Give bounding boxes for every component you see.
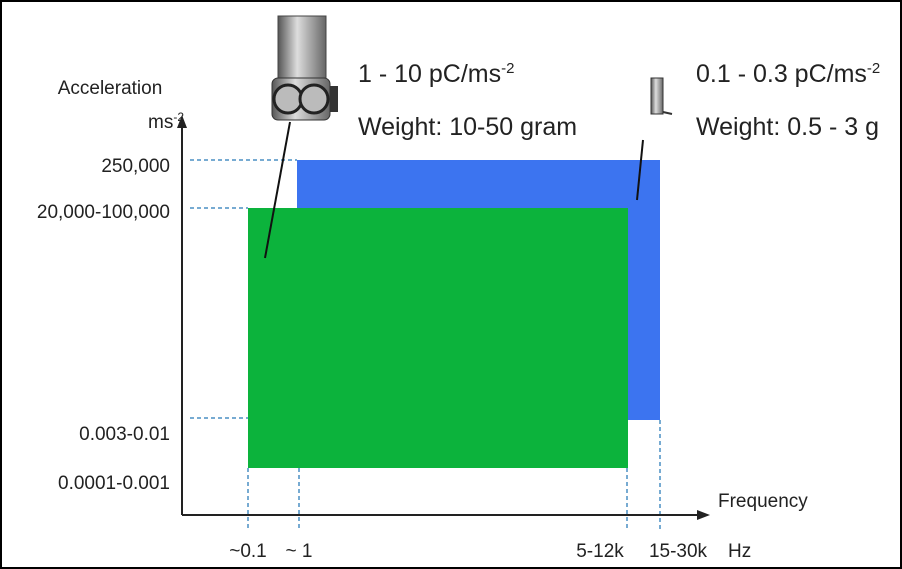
y-level: 0.003-0.01 <box>79 424 170 445</box>
sensitivity: 0.1 - 0.3 pC/ms-2 <box>696 60 880 88</box>
sensitivity-sup: -2 <box>867 60 880 77</box>
large-sensor-range <box>248 208 628 468</box>
x-level: 15-30k <box>649 541 708 562</box>
x-axis-title: Frequency <box>718 491 808 512</box>
diagram: Acceleration ms-2 250,000 20,000-100,000… <box>0 0 902 569</box>
weight: Weight: 0.5 - 3 g <box>696 113 879 141</box>
y-level: 0.0001-0.001 <box>58 473 170 494</box>
x-axis-unit: Hz <box>728 541 751 562</box>
y-level: 250,000 <box>101 156 170 177</box>
unit-sup: -2 <box>173 110 184 124</box>
x-level: 5-12k <box>576 541 624 562</box>
sensitivity-text: 1 - 10 pC/ms <box>358 60 501 88</box>
x-level: ~ 1 <box>286 541 313 562</box>
sensitivity-text: 0.1 - 0.3 pC/ms <box>696 60 867 88</box>
y-level: 20,000-100,000 <box>37 202 170 223</box>
y-axis-title: Acceleration <box>58 78 163 99</box>
sensitivity-sup: -2 <box>501 60 514 77</box>
unit: ms <box>148 112 173 133</box>
sensitivity: 1 - 10 pC/ms-2 <box>358 60 514 88</box>
weight: Weight: 10-50 gram <box>358 113 577 141</box>
x-level: ~0.1 <box>229 541 267 562</box>
